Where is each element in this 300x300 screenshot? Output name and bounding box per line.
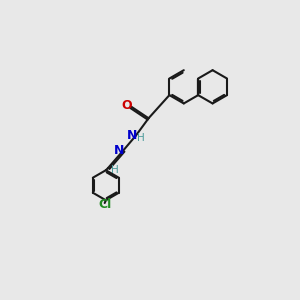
Text: H: H	[111, 165, 119, 175]
Text: N: N	[114, 144, 124, 157]
Text: N: N	[127, 129, 137, 142]
Text: H: H	[137, 133, 145, 143]
Text: O: O	[122, 99, 132, 112]
Text: Cl: Cl	[98, 198, 111, 212]
